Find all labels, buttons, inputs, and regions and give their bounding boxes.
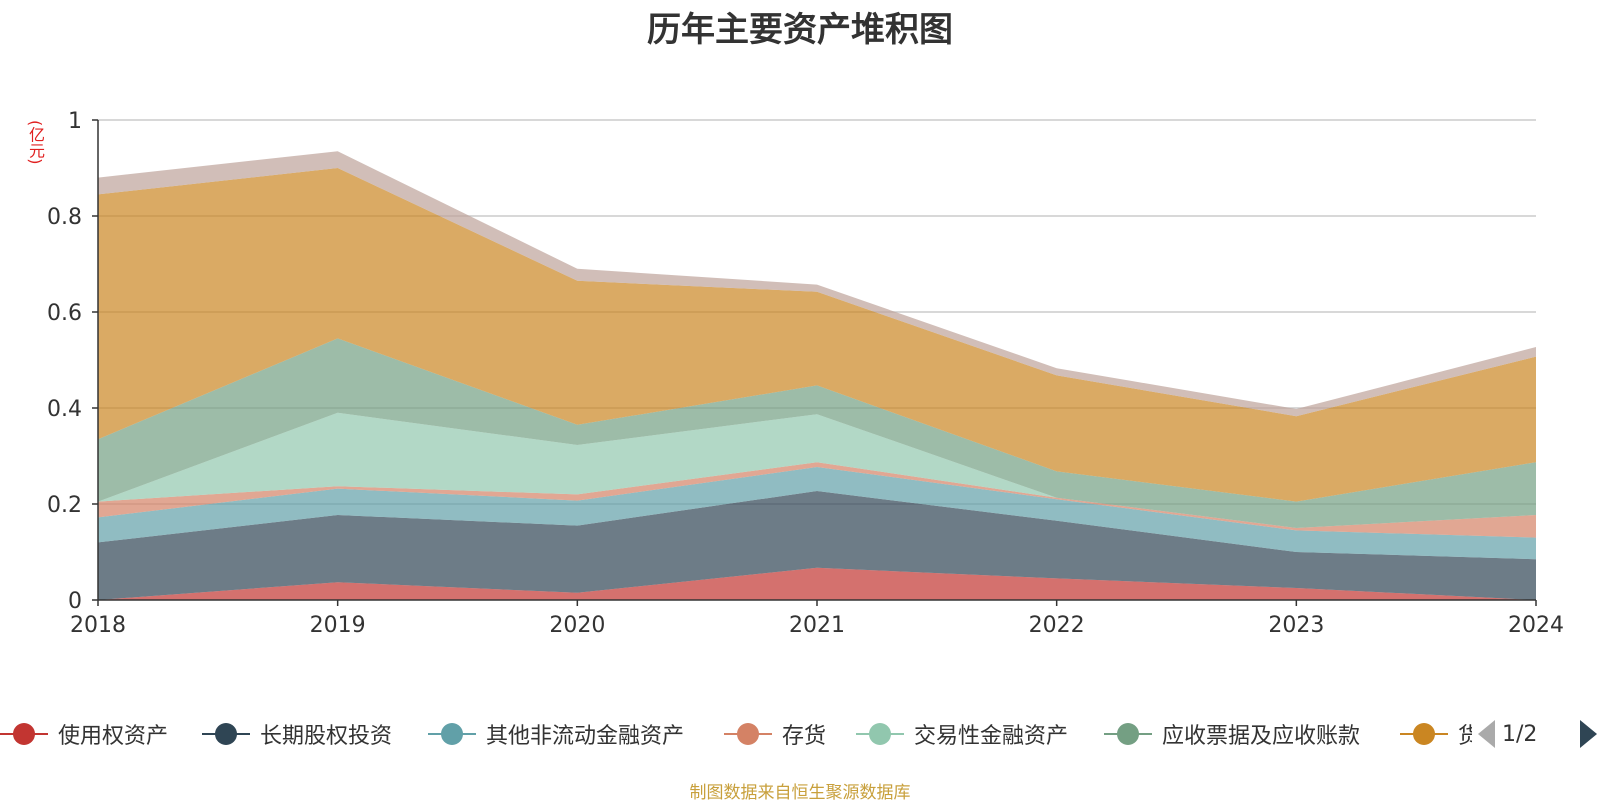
- x-tick-label: 2019: [310, 613, 366, 638]
- y-axis-unit: (亿元): [26, 120, 45, 165]
- legend-marker-icon: [428, 721, 476, 747]
- legend-item[interactable]: 长期股权投资: [202, 714, 392, 754]
- legend-item-label: 使用权资产: [58, 724, 169, 749]
- legend-marker-icon: [1400, 721, 1448, 747]
- series-area[interactable]: [98, 491, 1536, 600]
- x-tick-label: 2021: [789, 613, 845, 638]
- legend-item[interactable]: 应收票据及应收账款: [1104, 714, 1360, 754]
- y-tick-label: 0.4: [47, 397, 82, 422]
- legend-marker-icon: [202, 721, 250, 747]
- legend-item[interactable]: 其他非流动金融资产: [428, 714, 684, 754]
- legend-items: 使用权资产 长期股权投资 其他非流动金融资产 存货 交易性金融资产 应收票据及应收账款 货币…: [0, 714, 1472, 754]
- series-area[interactable]: [98, 567, 1536, 600]
- x-tick-label: 2023: [1268, 613, 1324, 638]
- area-series: [98, 151, 1536, 600]
- series-area[interactable]: [98, 467, 1536, 560]
- chart-title: 历年主要资产堆积图: [647, 10, 953, 50]
- legend-item[interactable]: 使用权资产: [0, 714, 168, 754]
- y-tick-label: 0: [68, 589, 82, 614]
- legend-item[interactable]: 交易性金融资产: [856, 714, 1068, 754]
- legend-marker-icon: [856, 721, 904, 747]
- legend: 使用权资产 长期股权投资 其他非流动金融资产 存货 交易性金融资产 应收票据及应收账款 货币…: [0, 714, 1600, 754]
- series-area[interactable]: [98, 338, 1536, 528]
- axes: 0 0.2 0.4 0.6 0.8 1 2018 2019 2020 2021 2022 2023 20…: [47, 109, 1564, 638]
- source-note: 制图数据来自恒生聚源数据库: [689, 783, 911, 803]
- legend-marker-icon: [0, 721, 48, 747]
- series-area[interactable]: [98, 462, 1536, 538]
- y-tick-label: 0.8: [47, 205, 82, 230]
- legend-page-indicator: 1/2: [1502, 721, 1538, 747]
- stacked-area-chart: 0 0.2 0.4 0.6 0.8 1 2018 2019 2020 2021 2022 2023 20…: [47, 109, 1564, 638]
- legend-item-label: 应收票据及应收账款: [1162, 724, 1361, 749]
- y-tick-label: 0.2: [47, 493, 82, 518]
- legend-item-label: 其他非流动金融资产: [486, 724, 685, 749]
- legend-item[interactable]: 存货: [724, 714, 826, 754]
- legend-item-label: 货币资金: [1458, 724, 1472, 749]
- legend-item-label: 交易性金融资产: [914, 724, 1069, 749]
- x-tick-label: 2020: [549, 613, 605, 638]
- legend-item[interactable]: 货币资金: [1400, 714, 1472, 754]
- y-tick-label: 1: [68, 109, 82, 134]
- series-area[interactable]: [98, 412, 1536, 528]
- legend-prev-page-icon[interactable]: [1478, 720, 1495, 748]
- legend-marker-icon: [1104, 721, 1152, 747]
- x-tick-label: 2018: [70, 613, 126, 638]
- legend-next-page-icon[interactable]: [1580, 720, 1597, 748]
- series-area[interactable]: [98, 168, 1536, 502]
- y-tick-label: 0.6: [47, 301, 82, 326]
- legend-item-label: 存货: [782, 724, 827, 749]
- x-tick-label: 2022: [1029, 613, 1085, 638]
- series-area[interactable]: [98, 151, 1536, 417]
- legend-marker-icon: [724, 721, 772, 747]
- legend-item-label: 长期股权投资: [260, 724, 393, 749]
- x-tick-label: 2024: [1508, 613, 1564, 638]
